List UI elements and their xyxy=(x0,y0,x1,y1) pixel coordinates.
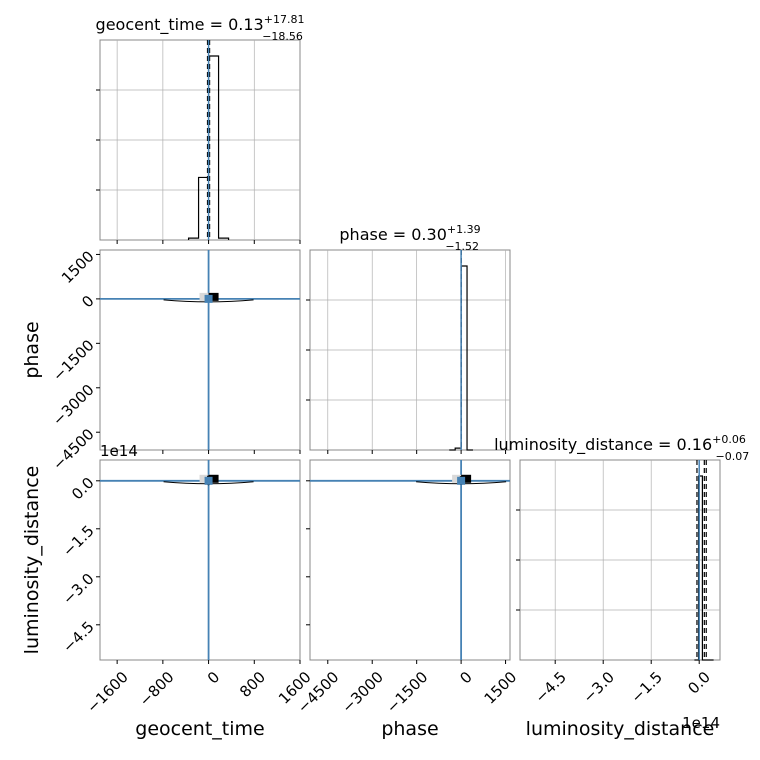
y-tick-label-luminosity_distance: −4.5 xyxy=(59,618,97,656)
y-tick-label-phase: −1500 xyxy=(49,336,98,385)
x-tick-label-phase: −1500 xyxy=(383,668,432,717)
y-axis-label-phase: phase xyxy=(21,321,43,378)
y-tick-label-luminosity_distance: −1.5 xyxy=(59,522,97,560)
x-axis-label-geocent_time: geocent_time xyxy=(135,718,264,740)
title-minus: −1.52 xyxy=(445,240,479,253)
x-tick-label-geocent_time: 0 xyxy=(204,668,223,687)
x-axis-label-luminosity_distance: luminosity_distance xyxy=(526,718,715,740)
hist-panel-phase: phase = 0.30+1.39−1.52 xyxy=(306,223,511,454)
scatter-panel-phase-luminosity_distance xyxy=(306,459,511,664)
title-plus: +1.39 xyxy=(447,223,481,236)
title-main: geocent_time = 0.13 xyxy=(96,15,264,35)
y-tick-label-phase: −4500 xyxy=(49,425,98,474)
x-tick-label-luminosity_distance: 0.0 xyxy=(684,668,714,698)
truth-marker xyxy=(457,476,466,485)
scatter-panel-geocent_time-luminosity_distance xyxy=(96,459,301,664)
truth-marker xyxy=(204,294,213,303)
panel-title: luminosity_distance = 0.16+0.06 xyxy=(494,433,746,455)
panel-frame xyxy=(309,459,511,661)
panel-title: geocent_time = 0.13+17.81 xyxy=(96,13,305,35)
truth-marker xyxy=(204,476,213,485)
x-tick-label-phase: 0 xyxy=(456,668,475,687)
y-tick-label-phase: 0 xyxy=(78,292,97,311)
x-axis-label-phase: phase xyxy=(381,718,438,740)
density-cell xyxy=(208,292,219,301)
density-cell xyxy=(208,474,219,483)
y-axis-label-luminosity_distance: luminosity_distance xyxy=(21,466,43,655)
title-minus: −0.07 xyxy=(716,450,750,463)
y-tick-label-luminosity_distance: −3.0 xyxy=(59,570,97,608)
x-tick-label-geocent_time: 800 xyxy=(236,668,269,701)
title-plus: +0.06 xyxy=(712,433,746,446)
panel-frame xyxy=(99,459,301,661)
title-main: luminosity_distance = 0.16 xyxy=(494,435,712,455)
x-tick-label-phase: 1500 xyxy=(481,668,521,708)
scatter-panel-geocent_time-phase xyxy=(96,249,301,454)
x-tick-label-geocent_time: −800 xyxy=(136,668,178,710)
x-tick-label-phase: −3000 xyxy=(338,668,387,717)
y-tick-label-luminosity_distance: 0.0 xyxy=(68,474,98,504)
y-tick-label-phase: −3000 xyxy=(49,381,98,430)
panel-title: phase = 0.30+1.39 xyxy=(339,223,480,244)
title-minus: −18.56 xyxy=(262,30,303,43)
title-plus: +17.81 xyxy=(264,13,305,26)
title-main: phase = 0.30 xyxy=(339,225,446,244)
x-tick-label-geocent_time: −1600 xyxy=(83,668,132,717)
x-tick-label-luminosity_distance: −1.5 xyxy=(627,668,665,706)
density-cell xyxy=(461,474,472,483)
y-tick-label-phase: 1500 xyxy=(58,247,98,287)
hist-panel-geocent_time: geocent_time = 0.13+17.81−18.56 xyxy=(96,13,305,244)
hist-panel-luminosity_distance: luminosity_distance = 0.16+0.06−0.07 xyxy=(494,433,749,664)
x-tick-label-luminosity_distance: −3.0 xyxy=(579,668,617,706)
panel-frame xyxy=(99,249,301,451)
x-scale-offset: 1e14 xyxy=(682,714,720,732)
y-scale-offset: 1e14 xyxy=(100,442,138,460)
x-tick-label-luminosity_distance: −4.5 xyxy=(531,668,569,706)
